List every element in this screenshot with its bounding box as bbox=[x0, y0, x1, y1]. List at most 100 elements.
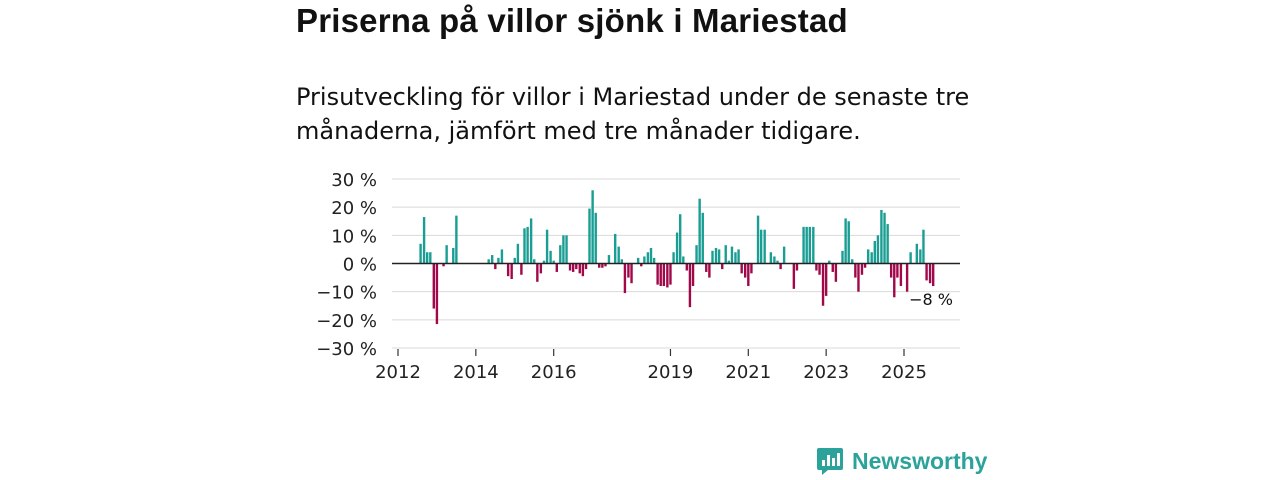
bar bbox=[782, 246, 786, 264]
bar bbox=[500, 249, 504, 264]
bar bbox=[695, 245, 698, 264]
bar bbox=[623, 263, 627, 294]
bar bbox=[506, 263, 510, 277]
bar bbox=[432, 263, 436, 309]
bar bbox=[542, 260, 546, 264]
bar bbox=[529, 218, 533, 264]
bar bbox=[925, 263, 928, 281]
bar bbox=[815, 263, 818, 271]
bar bbox=[617, 246, 620, 264]
bar bbox=[737, 249, 740, 264]
bar bbox=[646, 252, 650, 264]
bar bbox=[847, 221, 850, 264]
bar bbox=[747, 263, 750, 287]
bar bbox=[672, 252, 675, 264]
bar bbox=[711, 250, 714, 264]
bar bbox=[649, 248, 653, 264]
bar bbox=[759, 229, 763, 264]
bar bbox=[620, 259, 624, 264]
bar bbox=[490, 255, 494, 264]
bar bbox=[533, 259, 536, 264]
bar bbox=[562, 235, 565, 264]
bar bbox=[776, 260, 779, 264]
bar bbox=[510, 263, 513, 279]
x-tick-label: 2012 bbox=[375, 362, 421, 383]
bar bbox=[442, 263, 445, 267]
bar bbox=[425, 252, 429, 264]
bar bbox=[552, 260, 555, 264]
annotation-label: −8 % bbox=[909, 290, 953, 309]
bar bbox=[860, 263, 864, 275]
bar bbox=[773, 256, 776, 264]
bar bbox=[717, 249, 721, 264]
bar bbox=[919, 249, 922, 264]
bar bbox=[536, 263, 539, 282]
chart-title: Priserna på villor sjönk i Mariestad bbox=[296, 2, 848, 39]
bar bbox=[750, 263, 753, 274]
bar bbox=[559, 245, 562, 264]
bar bbox=[601, 263, 604, 268]
bar bbox=[578, 263, 581, 274]
chart-gridlines bbox=[392, 178, 960, 349]
bar bbox=[740, 263, 743, 274]
chart-subtitle: Prisutveckling för villor i Mariestad un… bbox=[296, 83, 970, 145]
bar bbox=[844, 218, 847, 264]
bar bbox=[669, 263, 672, 285]
x-axis: 2012 2014 2016 2019 2021 2023 2025 bbox=[375, 349, 927, 383]
bar bbox=[909, 252, 912, 264]
bar bbox=[812, 226, 815, 264]
brand-logo: Newsworthy bbox=[816, 446, 987, 476]
bar bbox=[497, 257, 500, 264]
bar bbox=[724, 245, 727, 264]
bar bbox=[698, 198, 701, 264]
bar bbox=[763, 229, 766, 264]
bar bbox=[675, 232, 679, 264]
bar bbox=[627, 263, 630, 278]
x-tick-label: 2014 bbox=[453, 362, 499, 383]
bar bbox=[422, 217, 426, 264]
bar bbox=[779, 263, 782, 270]
bar bbox=[678, 214, 682, 264]
x-tick-label: 2025 bbox=[881, 362, 927, 383]
bar bbox=[866, 249, 870, 264]
bar bbox=[662, 263, 666, 287]
y-tick-label: −10 % bbox=[316, 283, 377, 304]
y-tick-label: −20 % bbox=[316, 311, 377, 332]
bar bbox=[808, 226, 812, 264]
bar bbox=[824, 263, 828, 296]
bar bbox=[545, 229, 549, 264]
bar bbox=[880, 209, 883, 264]
bar bbox=[688, 263, 692, 308]
bar bbox=[685, 263, 689, 271]
bar bbox=[928, 263, 932, 284]
bar bbox=[857, 263, 860, 292]
bar bbox=[863, 263, 867, 268]
bar bbox=[730, 246, 734, 264]
bar bbox=[795, 263, 799, 271]
bar bbox=[494, 263, 497, 270]
bar bbox=[821, 263, 825, 306]
bar bbox=[873, 240, 877, 264]
x-tick-label: 2019 bbox=[648, 362, 694, 383]
bar bbox=[656, 263, 659, 285]
bar bbox=[896, 263, 899, 278]
bar bbox=[575, 263, 578, 270]
bar bbox=[905, 263, 909, 292]
bar bbox=[889, 263, 893, 278]
bar bbox=[429, 252, 432, 264]
bar bbox=[834, 263, 838, 282]
bar bbox=[701, 212, 704, 264]
bar bbox=[581, 263, 585, 277]
chart-bars bbox=[419, 190, 935, 325]
bar bbox=[568, 263, 572, 271]
brand-name: Newsworthy bbox=[852, 447, 988, 474]
bar bbox=[643, 256, 646, 264]
bar bbox=[588, 208, 591, 264]
bar bbox=[899, 263, 903, 287]
bar bbox=[594, 212, 597, 264]
bar bbox=[915, 243, 919, 264]
x-tick-label: 2023 bbox=[803, 362, 849, 383]
bar bbox=[539, 263, 543, 274]
bar bbox=[652, 257, 656, 264]
bar bbox=[876, 235, 880, 264]
